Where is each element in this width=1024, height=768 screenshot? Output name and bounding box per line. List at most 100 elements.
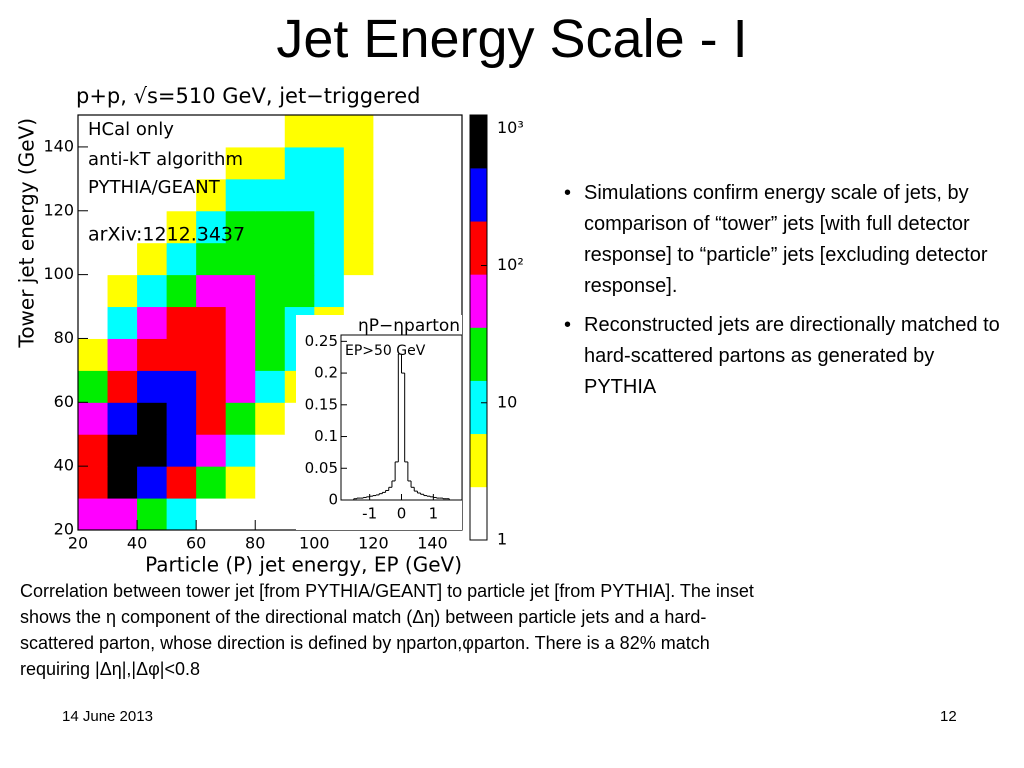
heat-cell (166, 274, 197, 308)
caption: Correlation between tower jet [from PYTH… (20, 581, 754, 679)
heat-cell (196, 306, 227, 339)
heat-cell (225, 178, 256, 212)
heat-cell (107, 498, 138, 531)
heat-cell (402, 210, 433, 244)
heat-cell (225, 338, 256, 371)
heat-cell (166, 306, 197, 339)
heat-cell (78, 242, 109, 276)
heat-cell (284, 274, 315, 308)
heat-cell (255, 242, 286, 276)
heat-cell (432, 274, 463, 308)
bullet: Simulations confirm energy scale of jets… (564, 178, 1004, 302)
heat-cell (166, 370, 197, 403)
heat-cell (343, 242, 374, 276)
heat-cell (255, 115, 286, 148)
colorbar-label: 10 (497, 392, 517, 411)
heat-cell (284, 210, 315, 244)
heat-cell (196, 466, 227, 499)
heat-cell (284, 178, 315, 212)
colorbar-label: 1 (497, 530, 507, 549)
heat-cell (432, 146, 463, 180)
heat-cell (107, 178, 138, 212)
heat-cell (166, 210, 197, 244)
plot-annotation: arXiv:1212.3437 (88, 224, 245, 246)
colorbar-band (470, 486, 487, 541)
page-number: 12 (940, 708, 957, 725)
x-tick-label: 1 (429, 505, 439, 523)
x-tick-label: 100 (299, 534, 330, 553)
heat-cell (255, 498, 286, 531)
heat-cell (166, 466, 197, 499)
heat-cell (314, 178, 345, 212)
x-tick-label: 40 (127, 534, 147, 553)
heat-cell (373, 146, 404, 180)
heat-cell (166, 434, 197, 467)
colorbar-label: 10² (497, 255, 524, 274)
heat-cell (314, 146, 345, 180)
heat-cell (402, 274, 433, 308)
heat-cell (107, 115, 138, 148)
heat-cell (137, 306, 168, 339)
y-tick-label: 0.05 (305, 459, 338, 477)
heat-cell (314, 210, 345, 244)
heat-cell (78, 115, 109, 148)
heat-cell (137, 370, 168, 403)
heat-cell (432, 115, 463, 148)
heat-cell (343, 115, 374, 148)
colorbar-frame (469, 114, 488, 541)
heat-cell (137, 274, 168, 308)
heat-cell (166, 498, 197, 531)
heat-cell (255, 210, 286, 244)
heat-cell (166, 178, 197, 212)
heat-cell (255, 338, 286, 371)
x-tick-label: 0 (397, 505, 407, 523)
heat-cell (196, 146, 227, 180)
x-tick-label: -1 (362, 505, 377, 523)
x-tick-label: 60 (186, 534, 206, 553)
heat-cell (255, 466, 286, 499)
y-tick-label: 80 (54, 328, 74, 347)
heat-cell (255, 178, 286, 212)
heat-cell (78, 434, 109, 467)
heat-cell (314, 242, 345, 276)
colorbar-band (470, 274, 487, 328)
colorbar-label: 10³ (497, 118, 524, 137)
heat-cell (225, 146, 256, 180)
heat-cell (402, 146, 433, 180)
x-axis-label: Particle (P) jet energy, EP (GeV) (145, 553, 462, 577)
heat-cell (137, 402, 168, 435)
bullet-list: Simulations confirm energy scale of jets… (560, 178, 1004, 411)
heat-cell (107, 370, 138, 403)
plot-annotation: anti-kT algorithm (88, 149, 243, 170)
heat-cell (343, 146, 374, 180)
heat-cell (314, 274, 345, 308)
heat-cell (78, 178, 109, 212)
heat-cell (78, 146, 109, 180)
colorbar-band (470, 380, 487, 435)
bullet: Reconstructed jets are directionally mat… (564, 310, 1004, 403)
y-axis-label: Tower jet energy (GeV) (15, 118, 39, 349)
heat-cell (432, 210, 463, 244)
heat-cell (225, 306, 256, 339)
heat-cell (78, 498, 109, 531)
heat-cell (225, 210, 256, 244)
heat-cell (196, 434, 227, 467)
heat-cell (255, 402, 286, 435)
y-tick-label: 0.15 (305, 395, 338, 413)
heat-cell (196, 115, 227, 148)
inset-annotation: EP>50 GeV (345, 343, 426, 359)
footer-date: 14 June 2013 (62, 708, 153, 725)
y-tick-label: 20 (54, 520, 74, 539)
heat-cell (196, 338, 227, 371)
heat-cell (78, 338, 109, 371)
heat-cell (107, 146, 138, 180)
heat-cell (196, 210, 227, 244)
heat-cell (402, 115, 433, 148)
heat-cell (137, 210, 168, 244)
heat-cell (196, 178, 227, 212)
heat-cell (107, 242, 138, 276)
plot-annotation: HCal only (88, 119, 174, 140)
heat-cell (402, 178, 433, 212)
heat-cell (432, 242, 463, 276)
